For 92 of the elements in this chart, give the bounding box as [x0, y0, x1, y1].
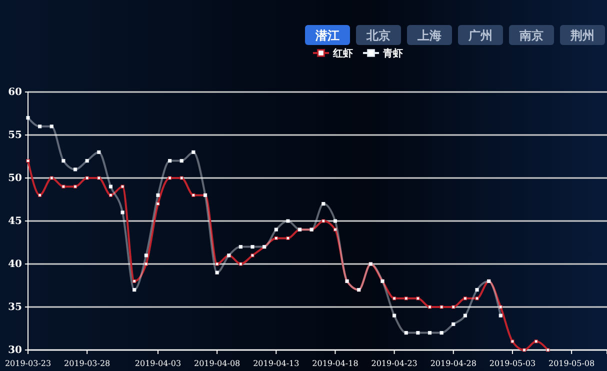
- point: [286, 236, 290, 240]
- point: [97, 150, 101, 154]
- y-tick-label: 40: [8, 259, 22, 270]
- point: [180, 176, 184, 180]
- tab-button: 北京: [356, 25, 401, 45]
- point: [168, 176, 172, 180]
- point: [428, 305, 432, 309]
- legend-label: 青虾: [382, 48, 403, 60]
- point: [440, 305, 444, 309]
- point: [156, 202, 160, 206]
- point: [238, 262, 242, 266]
- x-tick-label: 2019-03-23: [4, 358, 52, 368]
- point: [120, 210, 124, 214]
- point: [322, 202, 326, 206]
- point: [85, 176, 89, 180]
- point: [38, 124, 42, 128]
- point: [26, 159, 30, 163]
- x-tick-label: 2019-04-23: [371, 358, 418, 368]
- y-tick-label: 35: [8, 302, 22, 314]
- point: [144, 254, 148, 258]
- point: [132, 288, 136, 292]
- point: [498, 305, 502, 309]
- point: [463, 314, 468, 318]
- line-series: [26, 116, 502, 335]
- point: [192, 193, 196, 197]
- point: [463, 296, 468, 300]
- point: [452, 305, 456, 309]
- point: [97, 176, 101, 180]
- point: [250, 254, 254, 258]
- point: [215, 270, 219, 274]
- point: [238, 245, 242, 249]
- tab-button: 上海: [407, 25, 452, 45]
- point: [440, 331, 444, 335]
- point: [215, 262, 219, 266]
- y-tick-label: 60: [8, 87, 22, 98]
- point: [416, 296, 420, 300]
- point: [534, 340, 538, 344]
- point: [62, 159, 66, 163]
- y-tick-label: 50: [8, 173, 22, 184]
- point: [156, 193, 160, 197]
- point: [522, 348, 526, 352]
- point: [168, 159, 172, 163]
- tab-button: 荆州: [560, 25, 605, 45]
- tab-button: 潜江: [305, 25, 350, 45]
- point: [428, 331, 432, 335]
- tab-button: 南京: [509, 25, 554, 45]
- point: [38, 193, 42, 197]
- point: [108, 184, 113, 188]
- point: [73, 168, 78, 172]
- point: [26, 116, 30, 120]
- point: [250, 245, 254, 249]
- x-tick-label: 2019-03-28: [64, 358, 110, 368]
- point: [50, 176, 54, 180]
- point: [180, 159, 184, 163]
- point: [50, 124, 54, 128]
- point: [322, 219, 326, 223]
- point: [510, 340, 514, 344]
- x-tick-label: 2019-04-18: [312, 358, 358, 368]
- point: [475, 296, 479, 300]
- point: [62, 184, 66, 188]
- x-tick-label: 2019-04-13: [253, 358, 300, 368]
- legend-label: 红虾: [332, 48, 353, 60]
- point: [120, 184, 124, 188]
- point: [498, 314, 502, 318]
- x-tick-label: 2019-04-28: [430, 358, 476, 368]
- x-tick-label: 2019-04-08: [194, 358, 240, 368]
- point: [132, 279, 136, 283]
- point: [108, 193, 113, 197]
- point: [286, 219, 290, 223]
- point: [274, 236, 278, 240]
- point: [404, 331, 408, 335]
- point: [452, 322, 456, 326]
- point: [85, 159, 89, 163]
- y-tick-label: 30: [8, 345, 22, 356]
- point: [144, 262, 148, 266]
- point: [333, 228, 338, 232]
- point: [404, 296, 408, 300]
- point: [392, 296, 396, 300]
- point: [192, 150, 196, 154]
- y-tick-label: 55: [8, 130, 22, 142]
- x-tick-label: 2019-05-03: [489, 358, 536, 368]
- x-tick-label: 2019-04-03: [134, 358, 182, 368]
- x-tick-label: 2019-05-08: [548, 358, 595, 368]
- point: [333, 219, 338, 223]
- point: [392, 314, 396, 318]
- point: [416, 331, 420, 335]
- tab-button: 广州: [458, 25, 503, 45]
- y-tick-label: 45: [8, 216, 22, 228]
- point: [73, 184, 78, 188]
- point: [475, 288, 479, 292]
- point: [274, 228, 278, 232]
- point: [546, 348, 550, 352]
